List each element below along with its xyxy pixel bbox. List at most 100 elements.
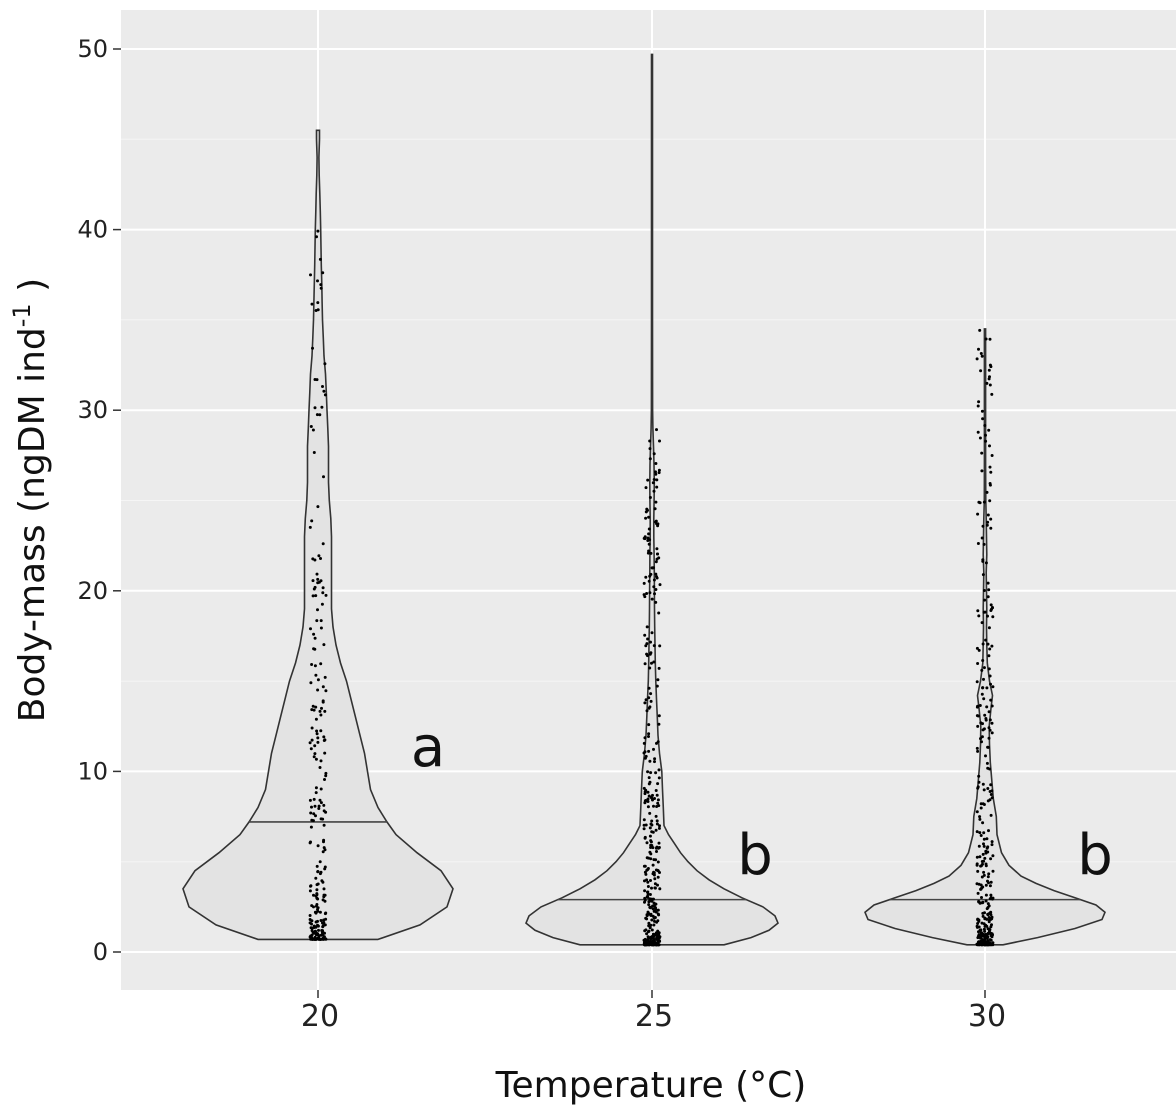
data-point [655,850,658,853]
data-point [316,688,320,692]
data-point [991,896,995,900]
data-point [976,512,980,516]
data-point [990,731,994,735]
data-point [981,934,985,938]
data-point [645,943,649,947]
data-point [324,774,328,778]
data-point [646,880,650,884]
data-point [310,519,314,523]
data-point [655,819,659,823]
data-point [316,897,320,901]
y-axis: 0 10 20 30 40 50 [77,35,121,966]
data-point [983,856,987,860]
data-point [308,741,312,745]
data-point [987,929,991,933]
data-point [657,826,661,830]
data-point [653,882,657,886]
data-point [975,810,979,814]
data-point [991,869,995,873]
data-point [981,558,985,562]
data-point [315,378,319,382]
data-point [316,844,320,848]
data-point [651,914,655,918]
data-point [644,516,648,520]
data-point [324,917,328,921]
data-point [322,809,326,813]
data-point [643,750,647,754]
data-point [987,428,991,432]
data-point [988,482,992,485]
data-point [318,709,322,713]
data-point [321,937,324,941]
data-point [976,430,980,434]
data-point [321,850,325,854]
data-point [987,726,991,730]
data-point [649,846,653,849]
data-point [650,796,654,800]
data-point [308,914,312,917]
violin-20 [182,129,454,941]
data-point [652,644,656,648]
data-point [649,879,652,882]
data-point [654,600,658,604]
data-point [656,869,660,873]
data-point [313,636,317,640]
data-point [650,597,654,601]
data-point [654,932,658,936]
data-point [648,906,652,910]
data-point [652,478,656,481]
data-point [990,704,994,708]
data-point [315,864,319,868]
data-point [643,633,647,637]
y-tick-label: 40 [77,216,108,244]
data-point [654,572,658,576]
data-point [316,870,320,873]
data-point [645,642,649,646]
data-point [310,818,314,822]
data-point [312,893,315,897]
data-point [657,722,661,726]
data-point [312,451,316,454]
data-point [647,579,651,583]
data-point [652,804,655,808]
y-axis-title-superscript: -1 [8,303,36,327]
data-point [656,678,660,682]
data-point [981,722,984,726]
data-point [645,932,649,936]
data-point [647,911,650,915]
data-point [654,519,658,523]
data-point [985,917,989,921]
data-point [649,640,652,644]
data-point [976,891,980,895]
data-point [647,532,651,536]
data-point [978,855,982,859]
data-point [654,910,658,914]
data-point [309,825,313,829]
data-point [311,346,314,350]
data-point [982,500,986,504]
data-point [653,877,657,881]
data-point [312,632,316,636]
data-point [646,938,650,942]
data-point [656,524,660,528]
data-point [648,666,652,670]
data-point [982,873,986,877]
data-point [652,452,656,456]
data-point [647,735,650,738]
data-point [984,862,988,866]
data-point [653,592,656,596]
data-point [647,686,651,690]
data-point [655,942,659,946]
data-point [652,870,656,874]
data-point [986,642,990,646]
data-point [319,787,323,791]
data-point [647,696,651,700]
data-point [990,644,994,648]
data-point [312,708,316,712]
data-point [313,647,317,651]
data-point [978,817,982,821]
data-point [655,478,659,482]
data-point [319,801,323,805]
data-point [654,470,657,474]
data-point [979,887,983,891]
